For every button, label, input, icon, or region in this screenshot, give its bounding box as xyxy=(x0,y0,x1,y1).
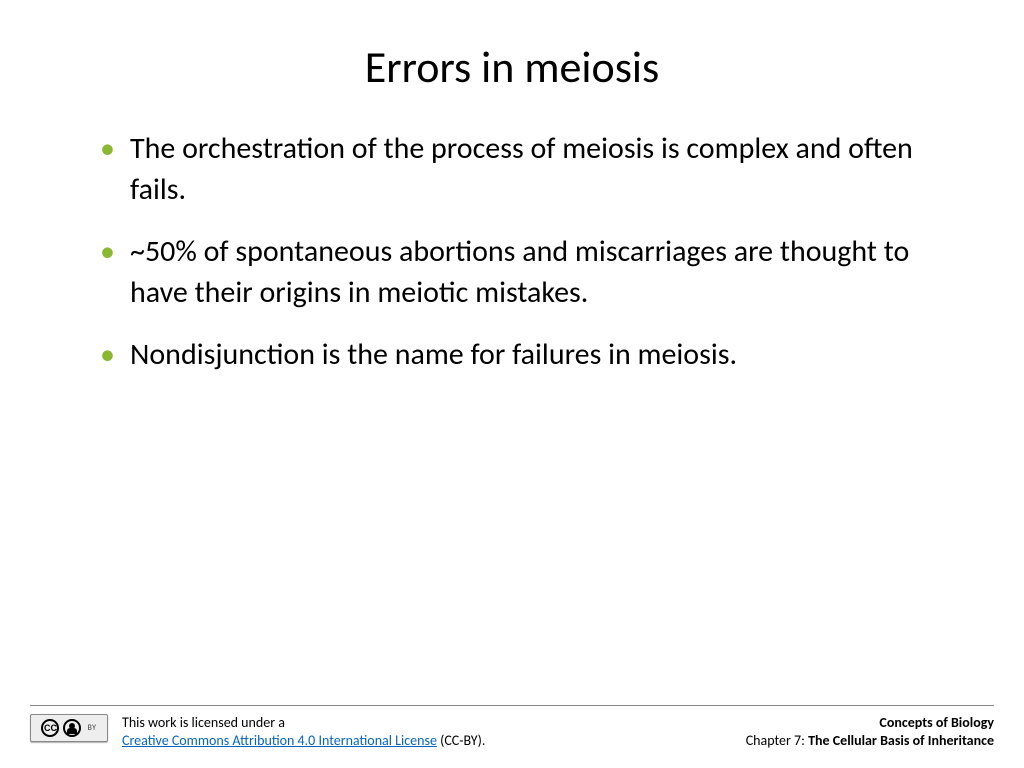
cc-badge-icon: CC BY xyxy=(30,714,108,742)
license-link[interactable]: Creative Commons Attribution 4.0 Interna… xyxy=(122,732,437,749)
slide: Errors in meiosis The orchestration of t… xyxy=(0,0,1024,768)
cc-logo-icon: CC xyxy=(41,719,59,737)
bullet-item: Nondisjunction is the name for failures … xyxy=(100,335,924,376)
license-suffix: (CC-BY). xyxy=(437,732,485,749)
cc-by-label: BY xyxy=(87,723,96,733)
slide-content: The orchestration of the process of meio… xyxy=(60,129,964,376)
footer-right: Concepts of Biology Chapter 7: The Cellu… xyxy=(746,714,994,750)
chapter-title: The Cellular Basis of Inheritance xyxy=(808,732,994,749)
bullet-list: The orchestration of the process of meio… xyxy=(100,129,924,376)
chapter-label: Chapter 7: xyxy=(746,732,808,749)
footer-divider xyxy=(30,705,994,706)
bullet-item: The orchestration of the process of meio… xyxy=(100,129,924,210)
cc-by-icon xyxy=(63,719,81,737)
book-title: Concepts of Biology xyxy=(879,714,994,731)
footer-left: CC BY This work is licensed under a Crea… xyxy=(30,714,485,750)
slide-footer: CC BY This work is licensed under a Crea… xyxy=(0,705,1024,750)
license-text: This work is licensed under a Creative C… xyxy=(122,714,485,750)
footer-row: CC BY This work is licensed under a Crea… xyxy=(30,714,994,750)
bullet-item: ~50% of spontaneous abortions and miscar… xyxy=(100,232,924,313)
license-intro: This work is licensed under a xyxy=(122,714,285,731)
slide-title: Errors in meiosis xyxy=(60,40,964,94)
